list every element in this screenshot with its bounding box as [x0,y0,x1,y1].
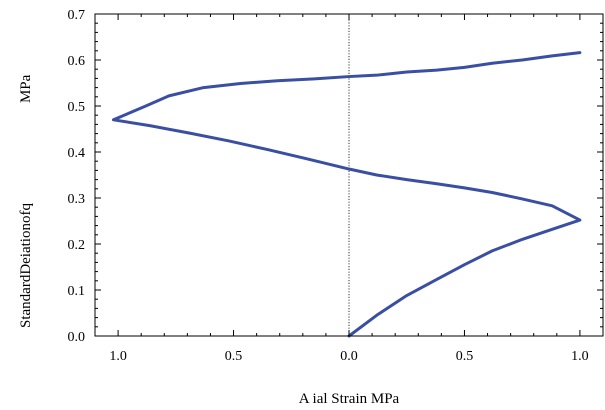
y-tick-label: 0.6 [68,54,86,69]
y-tick-label: 0.3 [68,192,86,207]
axes: 1.0 0.5 0.0 0.5 1.0 0.0 0.1 0.2 0.3 0.4 0.5 0.6 0.7 [68,8,604,364]
x-tick-label: 1.0 [109,349,127,364]
x-tick-label: 0.0 [340,349,358,364]
x-tick-label: 0.5 [225,349,243,364]
x-tick-label: 1.0 [571,349,589,364]
y-tick-label: 0.0 [68,330,86,345]
series-line-1 [111,51,582,338]
y-axis-title-part: MPa [18,74,34,103]
y-tick-label: 0.5 [68,100,86,115]
x-tick-label: 0.5 [456,349,474,364]
y-tick-label: 0.2 [68,238,86,253]
x-axis-title: A ial Strain MPa [299,391,400,407]
y-tick-label: 0.1 [68,284,86,299]
plot-area [111,14,582,338]
y-tick-label: 0.4 [68,146,86,161]
y-axis-title-part: StandardDeiationofq [18,203,34,328]
y-tick-label: 0.7 [68,8,86,23]
y-axis-title: StandardDeiationofq MPa [18,74,34,328]
